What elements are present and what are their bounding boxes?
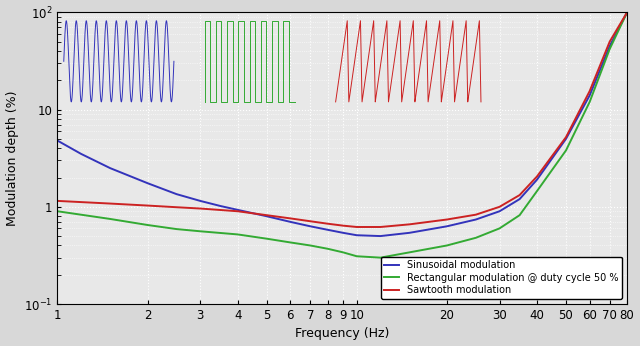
- Sawtooth modulation: [562, 135, 570, 139]
- Sinusoidal modulation: [144, 181, 152, 185]
- Sinusoidal modulation: [533, 177, 541, 182]
- Rectangular modulation @ duty cycle 50 %: [263, 237, 271, 241]
- Sawtooth modulation: [516, 193, 524, 197]
- Sawtooth modulation: [496, 205, 504, 209]
- Rectangular modulation @ duty cycle 50 %: [586, 100, 593, 104]
- Sinusoidal modulation: [353, 233, 360, 237]
- Rectangular modulation @ duty cycle 50 %: [54, 209, 61, 213]
- Sinusoidal modulation: [173, 192, 180, 196]
- Sawtooth modulation: [606, 39, 614, 44]
- Rectangular modulation @ duty cycle 50 %: [307, 244, 314, 248]
- Sawtooth modulation: [472, 212, 480, 217]
- Sawtooth modulation: [586, 89, 593, 93]
- Rectangular modulation @ duty cycle 50 %: [406, 250, 413, 254]
- Sinusoidal modulation: [287, 220, 294, 224]
- Sawtooth modulation: [196, 207, 204, 211]
- Sinusoidal modulation: [623, 10, 631, 15]
- Sinusoidal modulation: [443, 224, 451, 228]
- Sawtooth modulation: [106, 201, 114, 206]
- Sawtooth modulation: [324, 222, 332, 226]
- Rectangular modulation @ duty cycle 50 %: [562, 148, 570, 153]
- Rectangular modulation @ duty cycle 50 %: [443, 244, 451, 248]
- Line: Sawtooth modulation: Sawtooth modulation: [58, 12, 627, 227]
- Sawtooth modulation: [376, 225, 384, 229]
- Sawtooth modulation: [623, 10, 631, 15]
- Rectangular modulation @ duty cycle 50 %: [516, 213, 524, 217]
- Sawtooth modulation: [307, 219, 314, 223]
- Line: Sinusoidal modulation: Sinusoidal modulation: [58, 12, 627, 236]
- Sawtooth modulation: [533, 174, 541, 179]
- Sinusoidal modulation: [562, 137, 570, 141]
- Rectangular modulation @ duty cycle 50 %: [472, 236, 480, 240]
- Sawtooth modulation: [353, 225, 360, 229]
- Sinusoidal modulation: [196, 199, 204, 203]
- Sinusoidal modulation: [234, 208, 241, 212]
- Sinusoidal modulation: [606, 44, 614, 48]
- Sinusoidal modulation: [54, 138, 61, 143]
- Rectangular modulation @ duty cycle 50 %: [353, 254, 360, 258]
- Sinusoidal modulation: [516, 197, 524, 201]
- Legend: Sinusoidal modulation, Rectangular modulation @ duty cycle 50 %, Sawtooth modula: Sinusoidal modulation, Rectangular modul…: [381, 256, 622, 299]
- Rectangular modulation @ duty cycle 50 %: [376, 256, 384, 260]
- Rectangular modulation @ duty cycle 50 %: [533, 189, 541, 193]
- Rectangular modulation @ duty cycle 50 %: [234, 233, 241, 237]
- Sinusoidal modulation: [324, 228, 332, 232]
- Rectangular modulation @ duty cycle 50 %: [496, 226, 504, 230]
- Sawtooth modulation: [287, 216, 294, 220]
- Rectangular modulation @ duty cycle 50 %: [196, 229, 204, 233]
- Sinusoidal modulation: [263, 214, 271, 218]
- Rectangular modulation @ duty cycle 50 %: [623, 10, 631, 15]
- Sinusoidal modulation: [77, 152, 85, 156]
- Sinusoidal modulation: [406, 231, 413, 235]
- Sinusoidal modulation: [376, 234, 384, 238]
- Rectangular modulation @ duty cycle 50 %: [106, 217, 114, 221]
- Sinusoidal modulation: [586, 93, 593, 98]
- Rectangular modulation @ duty cycle 50 %: [287, 240, 294, 245]
- X-axis label: Frequency (Hz): Frequency (Hz): [295, 327, 389, 340]
- Rectangular modulation @ duty cycle 50 %: [606, 47, 614, 51]
- Sinusoidal modulation: [496, 209, 504, 213]
- Sinusoidal modulation: [472, 217, 480, 221]
- Sawtooth modulation: [234, 209, 241, 213]
- Sinusoidal modulation: [106, 166, 114, 170]
- Sawtooth modulation: [406, 222, 413, 226]
- Sinusoidal modulation: [216, 204, 224, 208]
- Sawtooth modulation: [339, 224, 347, 228]
- Rectangular modulation @ duty cycle 50 %: [339, 250, 347, 254]
- Sawtooth modulation: [54, 199, 61, 203]
- Sawtooth modulation: [263, 213, 271, 217]
- Y-axis label: Modulation depth (%): Modulation depth (%): [6, 90, 19, 226]
- Rectangular modulation @ duty cycle 50 %: [144, 223, 152, 227]
- Sinusoidal modulation: [307, 224, 314, 228]
- Sawtooth modulation: [173, 205, 180, 209]
- Sinusoidal modulation: [339, 231, 347, 235]
- Rectangular modulation @ duty cycle 50 %: [324, 247, 332, 251]
- Line: Rectangular modulation @ duty cycle 50 %: Rectangular modulation @ duty cycle 50 %: [58, 12, 627, 258]
- Sawtooth modulation: [443, 217, 451, 221]
- Sawtooth modulation: [144, 203, 152, 208]
- Rectangular modulation @ duty cycle 50 %: [173, 227, 180, 231]
